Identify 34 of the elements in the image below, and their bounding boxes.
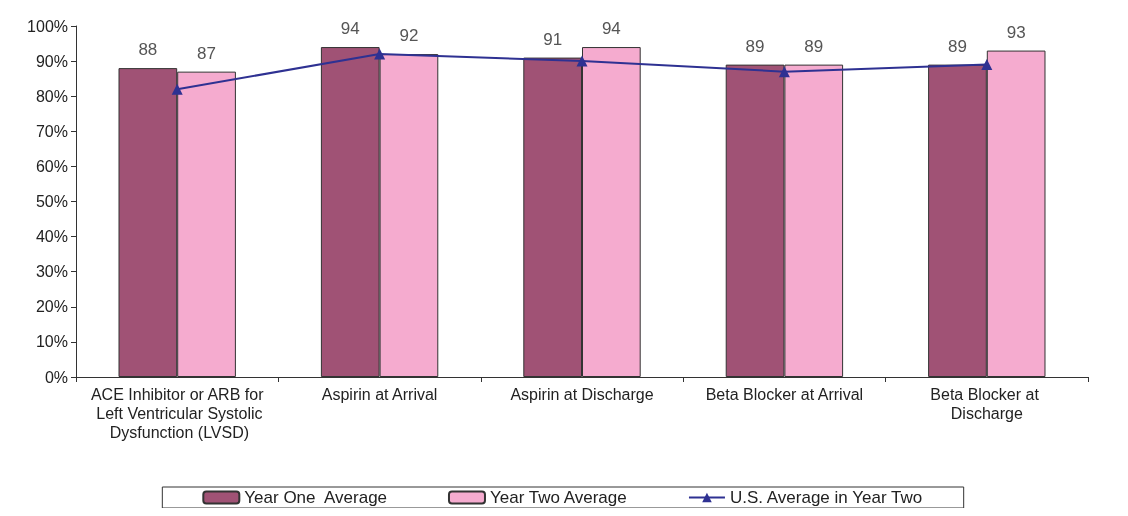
legend-label: Year One Average [244, 488, 388, 507]
y-tick-label: 90% [35, 52, 68, 70]
y-tick-label: 70% [35, 122, 68, 140]
y-tick-label: 30% [35, 263, 68, 281]
data-label: 87 [197, 43, 217, 63]
x-tick-label: Aspirin at Arrival [321, 386, 438, 403]
data-label: 94 [340, 19, 360, 39]
y-tick-label: 50% [35, 193, 68, 210]
point [374, 48, 386, 60]
x-tick-label: Aspirin at Discharge [510, 386, 654, 403]
y-tick-label: 20% [35, 298, 68, 316]
point [576, 55, 588, 67]
data-label: 93 [1006, 22, 1026, 42]
data-label: 89 [947, 36, 967, 56]
y-tick-label: 40% [35, 228, 68, 246]
point [171, 83, 183, 95]
y-tick-label: 80% [35, 87, 68, 105]
x-tick-label: ACE Inhibitor or ARB for Left Ventricular Systolic Dysfunction (LVSD) [90, 386, 265, 441]
data-label: 91 [543, 29, 563, 49]
data-label: 92 [399, 26, 419, 46]
point [778, 66, 790, 78]
data-label: 88 [138, 40, 158, 60]
data-label: 89 [804, 36, 824, 56]
data-label: 94 [601, 19, 621, 39]
x-tick-label: Beta Blocker at Arrival [705, 386, 864, 403]
x-tick-label: Beta Blocker at Discharge [930, 386, 1044, 422]
y-tick-label: 60% [35, 157, 68, 175]
data-label: 89 [745, 36, 765, 56]
y-tick-label: 0% [44, 368, 68, 386]
y-tick-label: 10% [35, 333, 68, 351]
legend-label: Year Two Average [489, 488, 627, 507]
legend-label: U.S. Average in Year Two [729, 488, 923, 507]
point [981, 59, 993, 71]
y-tick-label: 100% [27, 17, 68, 35]
